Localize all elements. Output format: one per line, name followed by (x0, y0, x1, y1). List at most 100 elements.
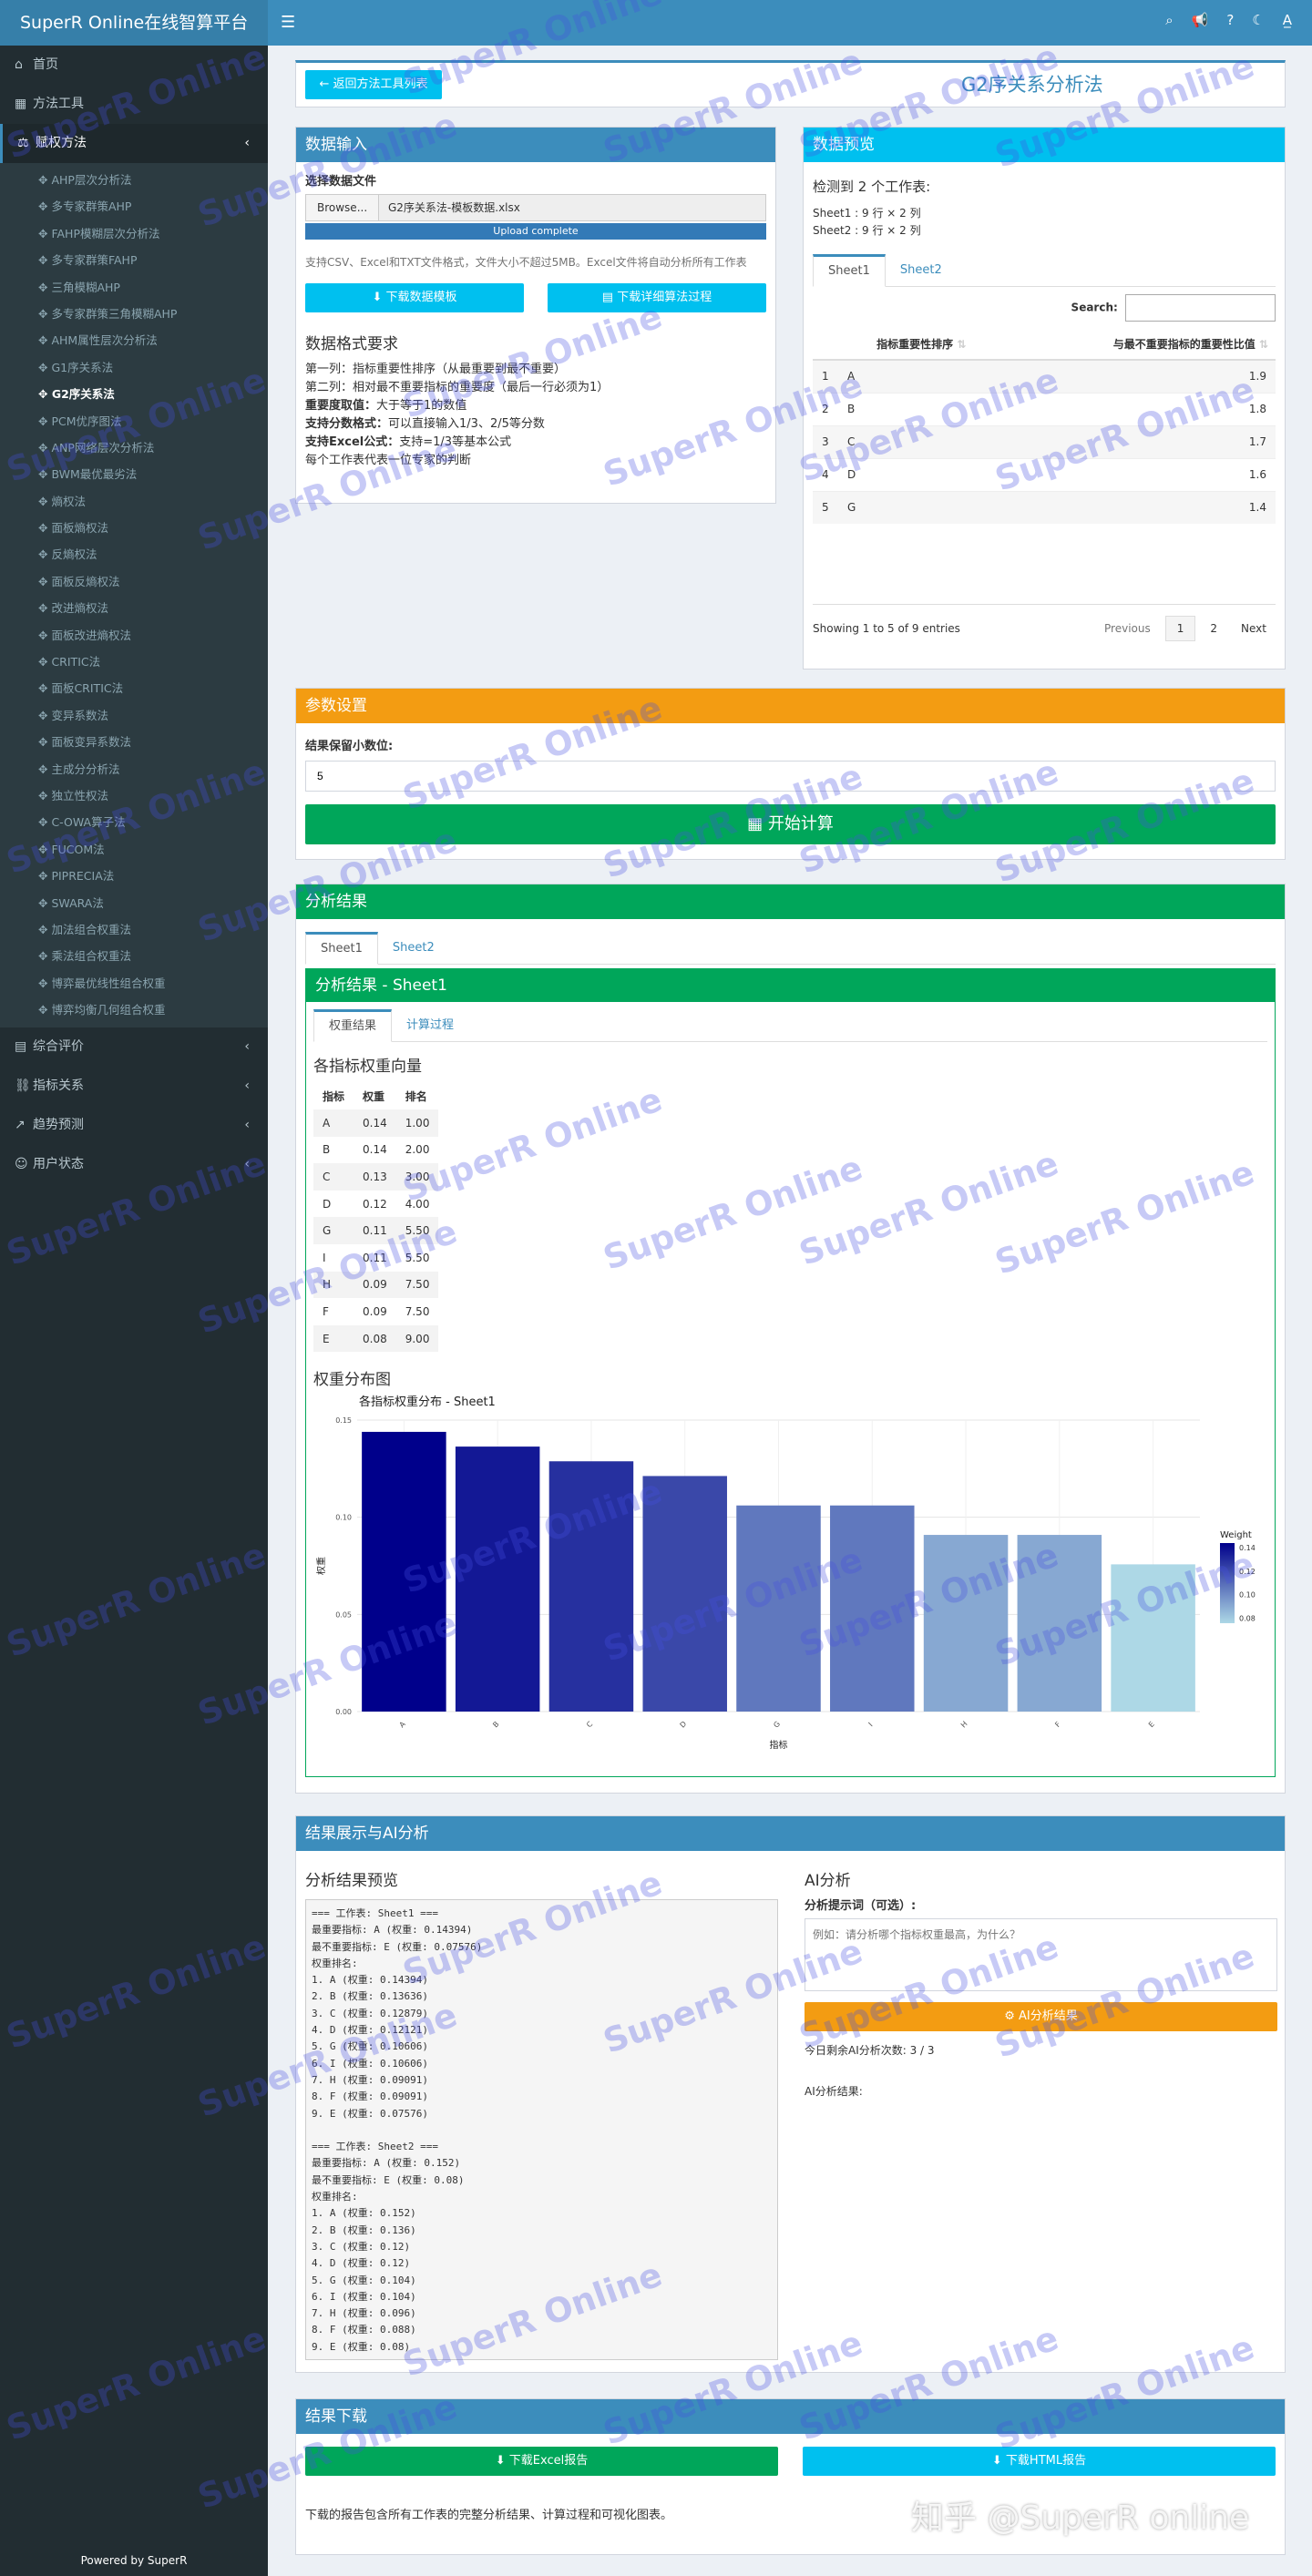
sidebar-item-tools[interactable]: ▦ 方法工具 (0, 85, 268, 124)
table-cell: 2.00 (405, 1143, 430, 1157)
column-header[interactable]: 指标重要性排序 ⇅ (838, 329, 1005, 361)
sidebar-subitem[interactable]: ✥ 加法组合权重法 (38, 922, 131, 936)
search-icon[interactable]: ⌕ (1165, 12, 1174, 28)
sidebar-subitem[interactable]: ✥ CRITIC法 (38, 655, 101, 670)
sidebar-subitem[interactable]: ✥ AHM属性层次分析法 (38, 333, 158, 348)
table-cell: 0.09 (354, 1271, 396, 1299)
chart-title: 各指标权重分布 - Sheet1 (359, 1395, 496, 1409)
link-icon: ⛓ (15, 1078, 31, 1093)
tab-weight-result[interactable]: 权重结果 (313, 1009, 393, 1042)
sidebar-subitem[interactable]: ✥ FUCOM法 (38, 842, 105, 856)
tab-calc-process[interactable]: 计算过程 (406, 1018, 455, 1032)
megaphone-icon[interactable]: 📢 (1191, 12, 1209, 28)
sidebar-subitem[interactable]: ✥ 熵权法 (38, 494, 86, 508)
tab-sheet2[interactable]: Sheet2 (899, 263, 942, 277)
download-html-button[interactable]: ⬇ 下载HTML报告 (803, 2447, 1276, 2476)
sidebar-subitem[interactable]: ✥ 多专家群策FAHP (38, 253, 138, 268)
download-process-button[interactable]: ▤ 下载详细算法过程 (548, 283, 766, 312)
tab-sheet1[interactable]: Sheet1 (813, 254, 886, 287)
table-cell: D (323, 1197, 332, 1211)
ai-result-label: AI分析结果: (805, 2085, 863, 2098)
sidebar-subitem[interactable]: ✥ G1序关系法 (38, 360, 114, 374)
sidebar-subitem[interactable]: ✥ 主成分分析法 (38, 762, 120, 776)
method-icon: ✥ (38, 655, 52, 670)
table-cell: 3.00 (395, 1163, 439, 1191)
inner-results-box: 分析结果 - Sheet1 权重结果 计算过程 各指标权重向量 指标 权重 排名… (305, 968, 1276, 1777)
download-template-button[interactable]: ⬇ 下载数据模板 (305, 283, 524, 312)
search-input[interactable] (1125, 294, 1276, 322)
sidebar-subitem[interactable]: ✥ 反熵权法 (38, 547, 97, 562)
previous-button[interactable]: Previous (1104, 622, 1151, 635)
table-cell: C (838, 424, 1005, 458)
column-header[interactable] (813, 329, 838, 361)
sidebar-subitem[interactable]: ✥ 乘法组合权重法 (38, 949, 131, 964)
moon-icon[interactable]: ☾ (1252, 12, 1265, 28)
sidebar-subitem[interactable]: ✥ 面板CRITIC法 (38, 681, 124, 696)
method-icon: ✥ (38, 253, 52, 268)
sidebar-subitem[interactable]: ✥ PCM优序图法 (38, 414, 122, 428)
table-cell: D (838, 457, 1005, 491)
sidebar-subitem[interactable]: ✥ G2序关系法 (38, 387, 115, 402)
sidebar-subitem[interactable]: ✥ 三角模糊AHP (38, 280, 120, 294)
corner-watermark: 知乎 @SuperR online (911, 2499, 1250, 2537)
y-tick-label: 0.00 (335, 1708, 352, 1716)
brand-logo[interactable]: SuperR Online在线智算平台 (0, 0, 268, 46)
sidebar-subitem[interactable]: ✥ 改进熵权法 (38, 601, 108, 616)
format-requirements: 第一列：指标重要性排序（从最重要到最不重要） 第二列：相对最不重要指标的重要度（最… (305, 361, 766, 470)
sidebar-item-evaluation[interactable]: ▤ 综合评价 ‹ (0, 1027, 268, 1067)
method-icon: ✥ (38, 708, 52, 722)
tab-result-sheet1[interactable]: Sheet1 (305, 932, 378, 965)
sidebar-subitem[interactable]: ✥ BWM最优最劣法 (38, 467, 138, 482)
translate-icon[interactable]: A̲ (1282, 12, 1292, 28)
robot-icon: ⚙ (1004, 2009, 1015, 2023)
table-cell: 0.11 (354, 1217, 396, 1244)
tab-result-sheet2[interactable]: Sheet2 (392, 941, 435, 955)
column-header[interactable]: 与最不重要指标的重要性比值 ⇅ (1004, 329, 1276, 361)
sidebar-item-relations[interactable]: ⛓ 指标关系 ‹ (0, 1067, 268, 1106)
file-name-field[interactable]: G2序关系法-模板数据.xlsx (388, 201, 520, 214)
chart-bar (455, 1446, 540, 1712)
column-header: 权重 (363, 1090, 385, 1103)
sidebar-subitem[interactable]: ✥ 博弈最优线性组合权重 (38, 976, 166, 990)
start-calculation-button[interactable]: ▦ 开始计算 (305, 804, 1276, 844)
page-header: ← 返回方法工具列表 G2序关系分析法 (295, 60, 1286, 107)
sidebar-subitem[interactable]: ✥ 博弈均衡几何组合权重 (38, 1003, 166, 1017)
decimals-input[interactable] (305, 761, 1276, 792)
sidebar-subitem[interactable]: ✥ 面板熵权法 (38, 521, 108, 536)
sidebar-subitem[interactable]: ✥ 多专家群策三角模糊AHP (38, 306, 178, 321)
method-icon: ✥ (38, 226, 52, 240)
ai-analyze-button[interactable]: ⚙ AI分析结果 (805, 2002, 1277, 2031)
table-cell: 1.6 (1004, 457, 1276, 491)
sidebar-item-forecast[interactable]: ↗ 趋势预测 ‹ (0, 1106, 268, 1145)
sidebar-subitem[interactable]: ✥ C-OWA算子法 (38, 815, 126, 830)
download-excel-button[interactable]: ⬇ 下载Excel报告 (305, 2447, 778, 2476)
preview-title: 分析结果预览 (305, 1872, 398, 1890)
page-2-button[interactable]: 2 (1210, 622, 1218, 635)
table-cell: 4 (813, 457, 838, 491)
sidebar-subitem[interactable]: ✥ 面板反熵权法 (38, 574, 120, 588)
next-button[interactable]: Next (1241, 622, 1266, 635)
browse-button[interactable]: Browse... (306, 195, 379, 220)
hamburger-menu-icon[interactable]: ☰ (281, 13, 296, 32)
help-icon[interactable]: ? (1226, 12, 1235, 28)
sidebar-subitem[interactable]: ✥ 独立性权法 (38, 788, 108, 802)
sidebar-subitem[interactable]: ✥ 多专家群策AHP (38, 199, 132, 214)
x-tick-label: D (679, 1720, 689, 1730)
back-button[interactable]: ← 返回方法工具列表 (305, 70, 442, 99)
sidebar-subitem[interactable]: ✥ PIPRECIA法 (38, 869, 115, 884)
format-line: 第二列：相对最不重要指标的重要度（最后一行必须为1） (305, 381, 610, 394)
sidebar-subitem[interactable]: ✥ 面板变异系数法 (38, 735, 131, 750)
sidebar-subitem[interactable]: ✥ 变异系数法 (38, 708, 108, 722)
format-title: 数据格式要求 (305, 335, 398, 353)
legend-title: Weight (1220, 1530, 1252, 1540)
sidebar-subitem[interactable]: ✥ 面板改进熵权法 (38, 628, 131, 642)
sidebar-subitem[interactable]: ✥ FAHP模糊层次分析法 (38, 226, 160, 240)
ai-prompt-textarea[interactable] (805, 1918, 1277, 1991)
sidebar-subitem[interactable]: ✥ AHP层次分析法 (38, 173, 132, 187)
sidebar-subitem[interactable]: ✥ ANP网络层次分析法 (38, 440, 155, 455)
sidebar-item-weighting[interactable]: ⚖ 赋权方法 ‹ (0, 124, 268, 163)
sidebar-item-user[interactable]: ☺ 用户状态 ‹ (0, 1145, 268, 1184)
sidebar-item-home[interactable]: ⌂ 首页 (0, 46, 268, 85)
sidebar-subitem[interactable]: ✥ SWARA法 (38, 895, 104, 910)
page-1-button[interactable]: 1 (1164, 616, 1196, 641)
